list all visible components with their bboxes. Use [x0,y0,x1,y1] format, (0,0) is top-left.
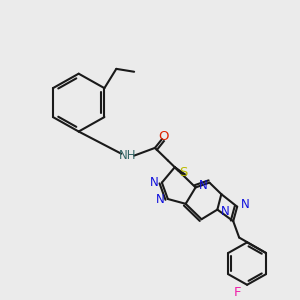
Text: NH: NH [118,149,136,162]
Text: N: N [241,198,250,211]
Text: N: N [150,176,158,189]
Text: F: F [234,286,242,299]
Text: N: N [155,194,164,206]
Text: N: N [221,205,230,218]
Text: S: S [179,167,188,179]
Text: N: N [199,179,208,192]
Text: O: O [159,130,169,143]
